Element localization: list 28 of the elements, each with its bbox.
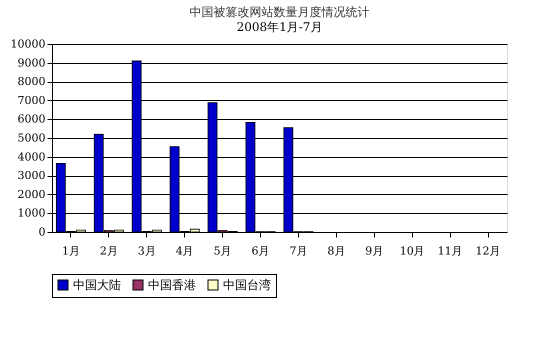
y-tick-label: 0 [38,226,46,238]
x-tick-label: 9月 [365,244,384,258]
y-tick-label: 9000 [18,56,46,70]
y-tick-label: 1000 [18,206,46,220]
x-tick-label: 8月 [327,244,346,258]
x-tick-label: 2月 [100,244,118,258]
y-tick-label: 7000 [18,94,46,107]
legend-label: 中国台湾 [223,278,271,292]
chart-title: 中国被篡改网站数量月度情况统计 [190,5,370,19]
y-tick-label: 10000 [10,38,46,50]
y-tick-label: 3000 [18,169,46,182]
x-tick-label: 7月 [289,244,308,258]
x-tick-label: 12月 [476,244,501,258]
legend-label: 中国香港 [148,278,196,292]
x-tick-label: 6月 [252,244,270,258]
x-tick-label: 3月 [138,244,156,258]
y-tick-label: 2000 [18,188,46,201]
x-tick-label: 4月 [176,244,194,258]
y-tick-label: 4000 [18,150,46,164]
x-tick-label: 10月 [400,244,425,258]
y-tick-label: 5000 [18,132,46,144]
x-tick-label: 11月 [438,244,463,258]
chart-subtitle: 2008年1月-7月 [236,20,322,34]
x-tick-label: 1月 [62,244,80,258]
x-tick-label: 5月 [214,244,232,258]
y-tick-label: 6000 [18,112,46,126]
legend-label: 中国大陆 [73,278,121,292]
y-tick-label: 8000 [18,75,46,88]
